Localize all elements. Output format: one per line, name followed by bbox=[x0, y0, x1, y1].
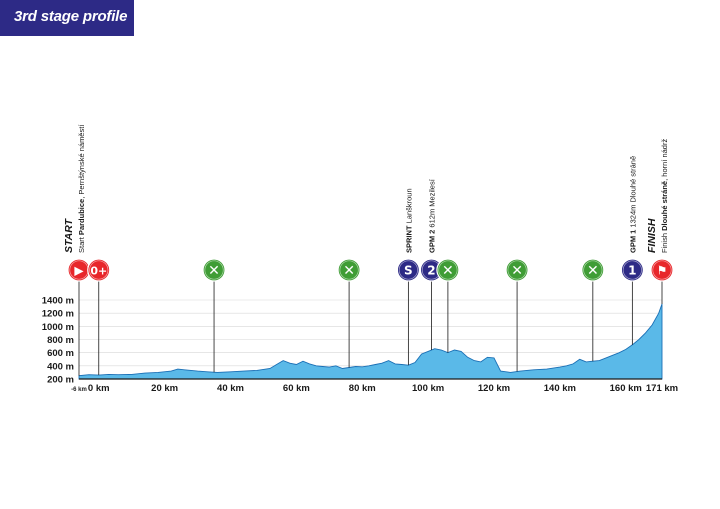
x-tick-label: 0 km bbox=[88, 383, 110, 394]
gpm-1-glyph: 1 bbox=[628, 264, 636, 278]
x-tick-label: 171 km bbox=[646, 383, 678, 394]
feed-zone-icon: ✕ bbox=[505, 258, 529, 282]
elevation-area bbox=[78, 303, 663, 380]
title-banner: 3rd stage profile bbox=[0, 0, 134, 36]
start-icon: ▶ bbox=[67, 258, 91, 282]
x-tick-label: 120 km bbox=[478, 383, 510, 394]
finish-label: FINISH Finish Dlouhé stráně, horní nádrž bbox=[646, 139, 669, 253]
feed-zone-icon: ✕ bbox=[337, 258, 361, 282]
sprint-desc: SPRINT Lanškroun bbox=[404, 188, 413, 253]
sprint-label: SPRINT Lanškroun bbox=[404, 188, 413, 253]
y-tick-label: 400 m bbox=[47, 361, 74, 372]
marker-lines bbox=[78, 281, 663, 376]
marker-labels: START Start Pardubice, Pernštýnské náměst… bbox=[63, 124, 669, 253]
gpm-2-glyph: 2 bbox=[427, 264, 435, 278]
feed-zone-glyph: ✕ bbox=[587, 263, 599, 279]
axes: 200 m 400 m 600 m 800 m 1000 m 1200 m 1400 m -6… bbox=[42, 296, 678, 395]
sprint-glyph: S bbox=[404, 264, 413, 278]
x-tick-label: 60 km bbox=[283, 383, 310, 394]
y-tick-label: 800 m bbox=[47, 335, 74, 346]
feed-zone-glyph: ✕ bbox=[442, 263, 454, 279]
x-tick-label: 20 km bbox=[151, 383, 178, 394]
finish-icon: ⚑ bbox=[650, 258, 674, 282]
start-title: START bbox=[63, 217, 75, 253]
km-zero-icon: 0+ bbox=[87, 258, 111, 282]
finish-glyph: ⚑ bbox=[657, 264, 668, 278]
feed-zone-glyph: ✕ bbox=[208, 263, 220, 279]
start-glyph: ▶ bbox=[74, 264, 84, 278]
start-label: START Start Pardubice, Pernštýnské náměst… bbox=[63, 124, 86, 253]
x-tick-label: 80 km bbox=[349, 383, 376, 394]
gpm-1-label: GPM 1 1324m Dlouhé stráně bbox=[628, 156, 637, 253]
y-tick-label: 600 m bbox=[47, 348, 74, 359]
x-tick-label: 140 km bbox=[544, 383, 576, 394]
x-tick-label: -6 km bbox=[71, 387, 87, 393]
feed-zone-glyph: ✕ bbox=[511, 263, 523, 279]
x-tick-label: 40 km bbox=[217, 383, 244, 394]
km-zero-glyph: 0+ bbox=[90, 265, 107, 278]
y-tick-label: 200 m bbox=[47, 375, 74, 386]
x-tick-label: 160 km bbox=[610, 383, 642, 394]
feed-zone-glyph: ✕ bbox=[343, 263, 355, 279]
y-tick-label: 1000 m bbox=[42, 322, 74, 333]
x-tick-label: 100 km bbox=[412, 383, 444, 394]
finish-desc: Finish Dlouhé stráně, horní nádrž bbox=[660, 139, 669, 253]
feed-zone-icon: ✕ bbox=[581, 258, 605, 282]
gpm-1-icon: 1 bbox=[620, 258, 644, 282]
gpm-2-desc: GPM 2 612m Mezilesí bbox=[427, 178, 436, 253]
feed-zone-icon: ✕ bbox=[202, 258, 226, 282]
y-tick-label: 1400 m bbox=[42, 296, 74, 307]
feed-zone-icon: ✕ bbox=[436, 258, 460, 282]
gpm-1-desc: GPM 1 1324m Dlouhé stráně bbox=[628, 156, 637, 253]
markers: ▶ 0+ ✕ ✕ S 2 ✕ ✕ ✕ 1 ⚑ bbox=[67, 258, 674, 282]
start-desc: Start Pardubice, Pernštýnské náměstí bbox=[77, 124, 86, 253]
elevation-profile bbox=[78, 303, 663, 380]
finish-title: FINISH bbox=[646, 218, 658, 253]
y-tick-label: 1200 m bbox=[42, 309, 74, 320]
sprint-icon: S bbox=[396, 258, 420, 282]
page-title: 3rd stage profile bbox=[14, 8, 128, 25]
gpm-2-label: GPM 2 612m Mezilesí bbox=[427, 178, 436, 253]
